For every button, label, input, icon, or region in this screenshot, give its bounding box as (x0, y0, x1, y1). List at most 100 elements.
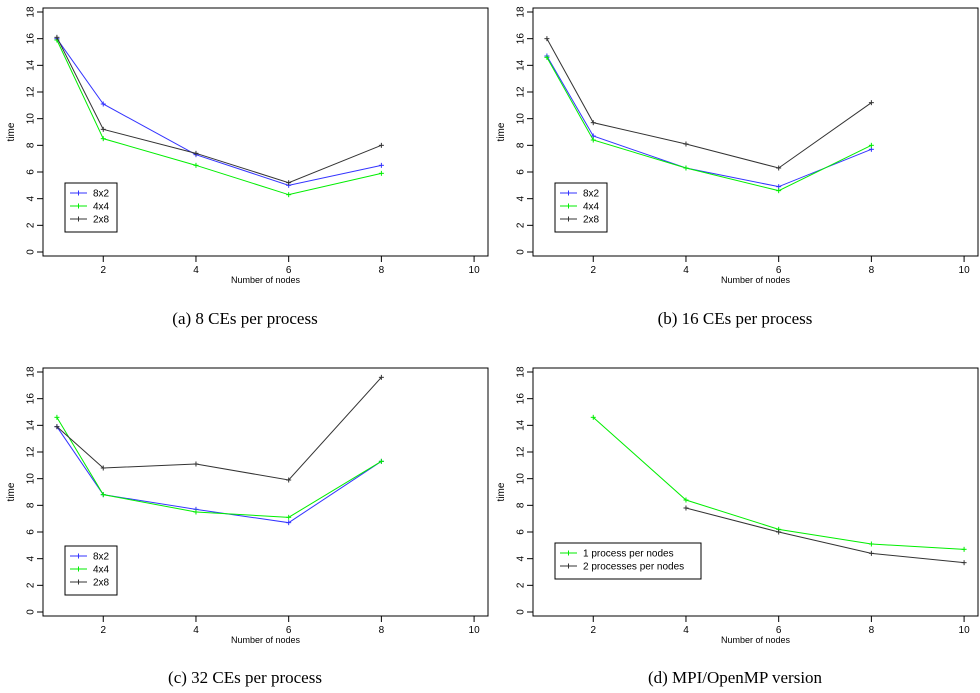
y-tick-label: 18 (516, 366, 527, 378)
y-tick-label: 10 (516, 113, 527, 125)
data-point (868, 541, 874, 547)
data-point (54, 34, 60, 40)
legend: 8x2 4x4 2x8 (64, 545, 118, 596)
legend-box (554, 542, 702, 580)
y-tick-label: 14 (26, 59, 37, 71)
y-tick-label: 16 (26, 393, 37, 405)
legend-item: 8x2 (560, 189, 600, 200)
x-tick-label: 8 (379, 625, 385, 636)
y-tick-label: 2 (26, 222, 37, 228)
y-tick-label: 6 (26, 529, 37, 535)
legend: 8x2 4x4 2x8 (64, 182, 118, 233)
y-tick-label: 6 (516, 169, 527, 175)
series-line-2 (56, 376, 382, 481)
data-point (961, 560, 967, 566)
y-tick-label: 0 (516, 249, 527, 255)
data-point (54, 424, 60, 430)
y-tick-label: 2 (516, 582, 527, 588)
legend-item: 1 process per nodes (560, 549, 674, 560)
data-point (590, 414, 596, 420)
data-point (683, 141, 689, 147)
data-point (100, 101, 106, 107)
legend-label: 4x4 (93, 202, 110, 213)
chart-c-caption: (c) 32 CEs per process (168, 668, 322, 687)
y-tick-label: 0 (26, 249, 37, 255)
data-point (100, 126, 106, 132)
y-tick-label: 18 (26, 366, 37, 378)
y-tick-label: 14 (26, 419, 37, 431)
data-point (286, 192, 292, 198)
data-point (286, 514, 292, 520)
y-tick-label: 16 (26, 33, 37, 45)
chart-b-svg: 0 2 4 6 8 10 12 14 16 18 2 4 6 8 10 Number of nodes time… (496, 6, 979, 285)
x-tick-label: 6 (776, 265, 782, 276)
data-point (776, 165, 782, 171)
x-tick-label: 4 (683, 625, 689, 636)
x-tick-label: 6 (286, 265, 292, 276)
legend-label: 2x8 (93, 578, 110, 589)
legend-item: 4x4 (560, 202, 600, 213)
y-tick-label: 12 (26, 446, 37, 458)
y-tick-label: 4 (26, 555, 37, 561)
data-point (544, 36, 550, 42)
y-tick-label: 14 (516, 59, 527, 71)
chart-d-caption: (d) MPI/OpenMP version (647, 668, 823, 687)
plot-frame (532, 367, 979, 617)
y-tick-label: 8 (26, 502, 37, 508)
series-line-0 (56, 38, 382, 186)
data-point (683, 505, 689, 511)
series-line-1 (685, 507, 965, 564)
x-tick-label: 6 (286, 625, 292, 636)
data-point (193, 162, 199, 168)
x-tick-label: 10 (959, 625, 971, 636)
x-tick-label: 4 (683, 265, 689, 276)
data-point (286, 477, 292, 483)
legend-item: 8x2 (70, 552, 110, 563)
data-point (961, 546, 967, 552)
legend-item: 4x4 (70, 565, 110, 576)
legend-label: 2x8 (583, 215, 600, 226)
legend-box (64, 545, 118, 596)
legend-label: 8x2 (93, 552, 110, 563)
y-tick-label: 12 (516, 446, 527, 458)
data-point (868, 100, 874, 106)
y-tick-label: 16 (516, 33, 527, 45)
data-point (378, 142, 384, 148)
y-tick-label: 8 (26, 142, 37, 148)
y-tick-label: 6 (26, 169, 37, 175)
legend-box (554, 182, 608, 233)
data-point (683, 165, 689, 171)
x-tick-label: 4 (193, 625, 199, 636)
y-tick-label: 4 (516, 555, 527, 561)
y-tick-label: 0 (516, 609, 527, 615)
legend-label: 4x4 (93, 565, 110, 576)
series-line-1 (56, 39, 382, 196)
legend-item: 2x8 (560, 215, 600, 226)
series-line-2 (56, 37, 382, 184)
x-tick-label: 6 (776, 625, 782, 636)
chart-panel-d: 0 2 4 6 8 10 12 14 16 18 2 4 6 8 10 Number of nodes time… (490, 360, 980, 693)
x-tick-label: 2 (100, 265, 106, 276)
plot-frame (42, 7, 489, 257)
legend: 8x2 4x4 2x8 (554, 182, 608, 233)
x-axis-label: Number of nodes (721, 275, 791, 285)
x-tick-label: 2 (590, 265, 596, 276)
legend-item: 2x8 (70, 215, 110, 226)
y-tick-label: 18 (26, 6, 37, 18)
y-tick-label: 0 (26, 609, 37, 615)
x-tick-label: 8 (869, 625, 875, 636)
y-tick-label: 2 (516, 222, 527, 228)
data-point (590, 120, 596, 126)
data-point (378, 458, 384, 464)
data-point (868, 550, 874, 556)
legend-item: 8x2 (70, 189, 110, 200)
y-tick-label: 16 (516, 393, 527, 405)
legend-box (64, 182, 118, 233)
y-axis-label: time (496, 482, 507, 501)
series-line-0 (546, 55, 872, 188)
data-point (100, 492, 106, 498)
chart-a-svg: 0 2 4 6 8 10 12 14 16 18 2 4 6 8 10 Number of nodes time… (6, 6, 489, 285)
y-tick-label: 14 (516, 419, 527, 431)
data-point (100, 465, 106, 471)
x-axis-label: Number of nodes (231, 635, 301, 645)
